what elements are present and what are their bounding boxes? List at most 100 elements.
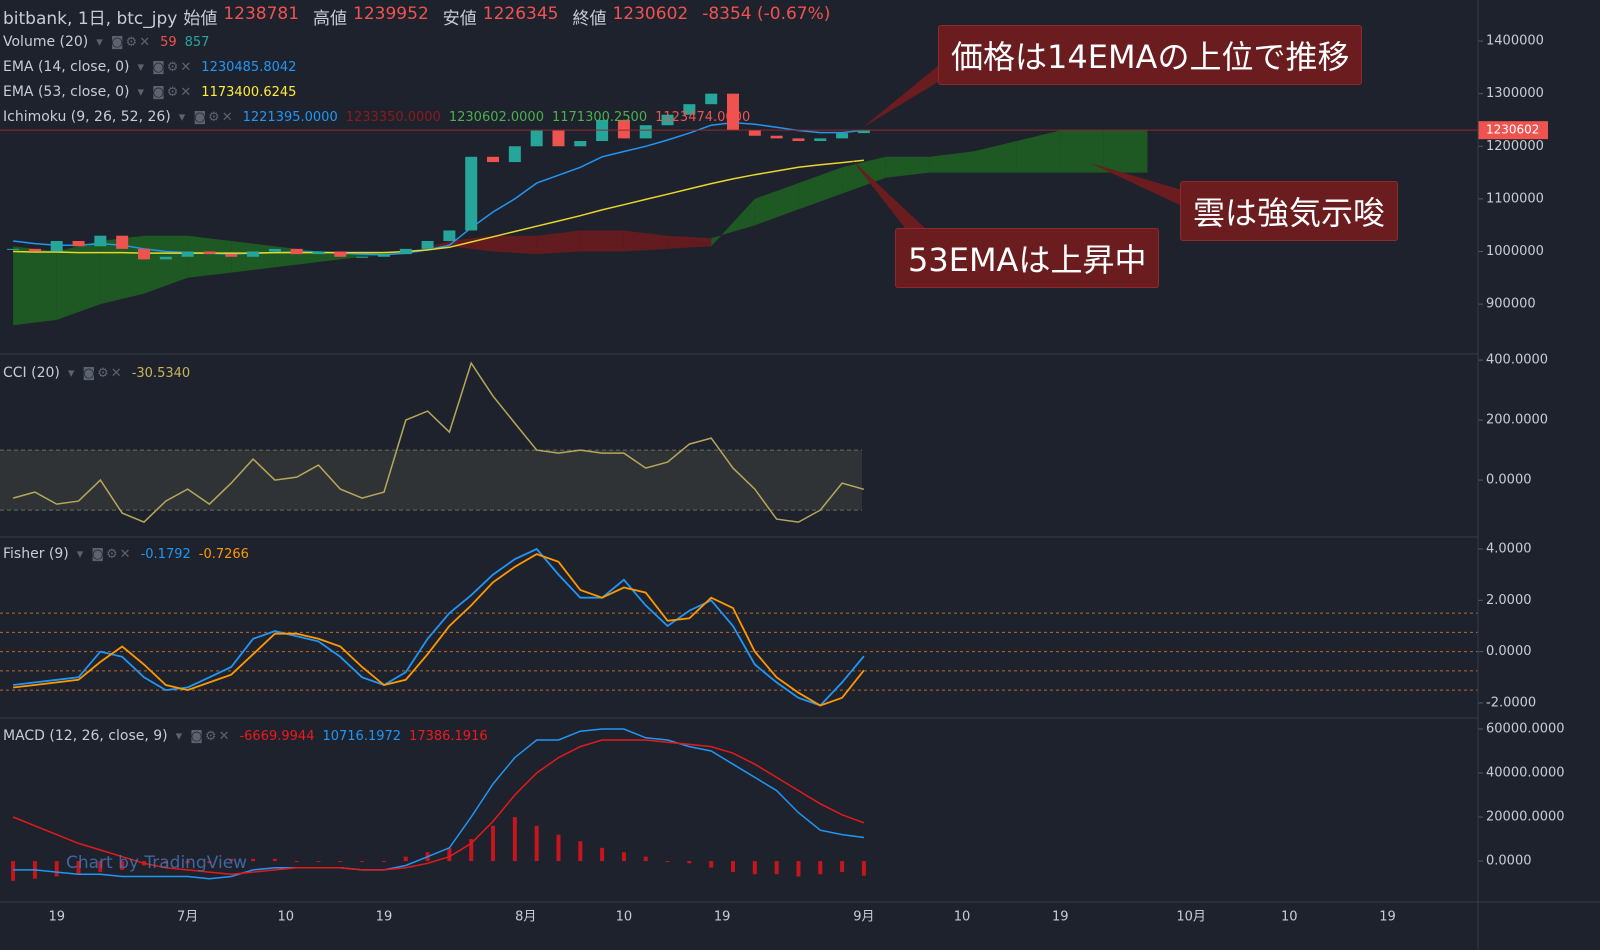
- cloud-segment: [623, 230, 668, 252]
- fisher-line: [12, 547, 865, 707]
- cloud-segment: [885, 156, 930, 178]
- legend-value: 1221395.0000: [242, 109, 338, 125]
- cloud-segment: [667, 235, 712, 249]
- x-tick-label: 10: [1281, 910, 1298, 925]
- legend-row: EMA (53, close, 0) ▾ ◙⚙✕ 1173400.6245: [3, 84, 296, 100]
- y-tick-label: 1300000: [1486, 86, 1544, 101]
- candle: [356, 256, 369, 258]
- y-tick-label: 40000.0000: [1486, 766, 1565, 781]
- candle: [748, 130, 761, 136]
- candle: [508, 146, 521, 163]
- macd-line: [13, 728, 864, 880]
- legend-icons: ▾ ◙⚙✕: [76, 546, 133, 562]
- candle: [247, 251, 260, 257]
- macd-histogram-bar: [774, 861, 779, 875]
- ema-line: [13, 121, 864, 256]
- candle: [94, 235, 107, 247]
- candle: [290, 248, 303, 255]
- ohlc-label: 高値: [313, 9, 348, 29]
- legend-value: 1171300.2500: [551, 109, 648, 125]
- macd-histogram-bar: [76, 861, 81, 875]
- x-tick-label: 10: [278, 910, 295, 925]
- macd-histogram-bar: [665, 861, 670, 863]
- ohlc-value: 1238781: [223, 4, 300, 24]
- y-tick-label: -2.0000: [1486, 695, 1536, 710]
- y-tick-label: 0.0000: [1486, 854, 1532, 869]
- legend-value: -30.5340: [131, 365, 191, 381]
- candle: [312, 251, 325, 255]
- ohlc-value: 1230602: [612, 4, 689, 24]
- cci-line: [12, 361, 865, 523]
- macd-histogram-bar: [381, 861, 386, 863]
- legend-value: -0.1792: [140, 546, 191, 562]
- ohlc-value: 1226345: [482, 4, 559, 24]
- candle: [705, 93, 718, 105]
- change: -8354 (-0.67%): [702, 4, 831, 24]
- x-tick-label: 10: [616, 910, 633, 925]
- macd-histogram-bar: [818, 861, 823, 875]
- y-tick-label: 2.0000: [1486, 593, 1532, 608]
- macd-histogram-bar: [491, 825, 496, 862]
- annotation-pointer: [1090, 163, 1182, 206]
- macd-histogram-bar: [512, 817, 517, 862]
- macd-histogram-bar: [120, 861, 125, 870]
- macd-histogram-bar: [207, 861, 212, 864]
- macd-histogram-bar: [403, 856, 408, 862]
- legend-name: Fisher (9): [3, 546, 69, 562]
- candle: [661, 114, 674, 126]
- y-tick-label: 200.0000: [1486, 413, 1548, 428]
- legend-value: 1173400.6245: [201, 84, 297, 100]
- macd-histogram-bar: [316, 861, 321, 863]
- symbol-header: bitbank, 1日, btc_jpy 始値 1238781 高値 1239952…: [3, 4, 838, 29]
- macd-histogram-bar: [534, 825, 539, 862]
- candle: [617, 119, 630, 139]
- legend-icons: ▾ ◙⚙✕: [175, 728, 232, 744]
- macd-histogram-bar: [338, 861, 343, 863]
- macd-line: [12, 739, 865, 876]
- macd-histogram-bar: [621, 852, 626, 862]
- cloud-segment: [56, 241, 101, 320]
- legend-icons: ▾ ◙⚙✕: [137, 59, 194, 75]
- x-tick-label: 10月: [1176, 910, 1206, 925]
- candle: [421, 240, 434, 249]
- candle: [814, 138, 827, 142]
- legend-value: -0.7266: [198, 546, 249, 562]
- candle: [530, 130, 543, 147]
- cloud-segment: [536, 230, 581, 255]
- cloud-segment: [144, 235, 188, 294]
- macd-histogram-bar: [687, 861, 692, 864]
- last-price-box: [1478, 121, 1548, 140]
- macd-histogram-bar: [229, 858, 234, 862]
- cloud-segment: [1016, 130, 1061, 173]
- legend-name: EMA (14, close, 0): [3, 59, 130, 75]
- x-tick-label: 19: [714, 910, 731, 925]
- symbol: bitbank, 1日, btc_jpy: [3, 9, 178, 29]
- annotation-pointer: [862, 66, 938, 128]
- candle: [116, 235, 129, 249]
- legend-value: 857: [184, 34, 210, 50]
- ema-line: [13, 159, 864, 254]
- legend-row: CCI (20) ▾ ◙⚙✕ -30.5340: [3, 365, 190, 381]
- candle: [50, 240, 63, 252]
- macd-histogram-bar: [251, 858, 256, 862]
- macd-histogram-bar: [578, 841, 583, 862]
- legend-row: Ichimoku (9, 26, 52, 26) ▾ ◙⚙✕ 1221395.000…: [3, 109, 750, 125]
- macd-histogram-bar: [98, 861, 103, 873]
- candle: [727, 93, 740, 131]
- macd-histogram-bar: [185, 861, 190, 864]
- legend-name: Volume (20): [3, 34, 89, 50]
- cloud-segment: [754, 183, 799, 226]
- candle: [399, 248, 412, 255]
- legend-icons: ▾ ◙⚙✕: [96, 34, 153, 50]
- candle: [683, 104, 696, 115]
- legend-name: MACD (12, 26, close, 9): [3, 728, 168, 744]
- macd-histogram-bar: [469, 839, 474, 862]
- legend-value: 1123474.0000: [655, 109, 751, 125]
- y-tick-label: 20000.0000: [1486, 810, 1565, 825]
- legend-name: CCI (20): [3, 365, 60, 381]
- macd-histogram-bar: [643, 856, 648, 862]
- candle: [28, 248, 41, 252]
- macd-histogram-bar: [556, 834, 561, 862]
- candle: [857, 130, 870, 134]
